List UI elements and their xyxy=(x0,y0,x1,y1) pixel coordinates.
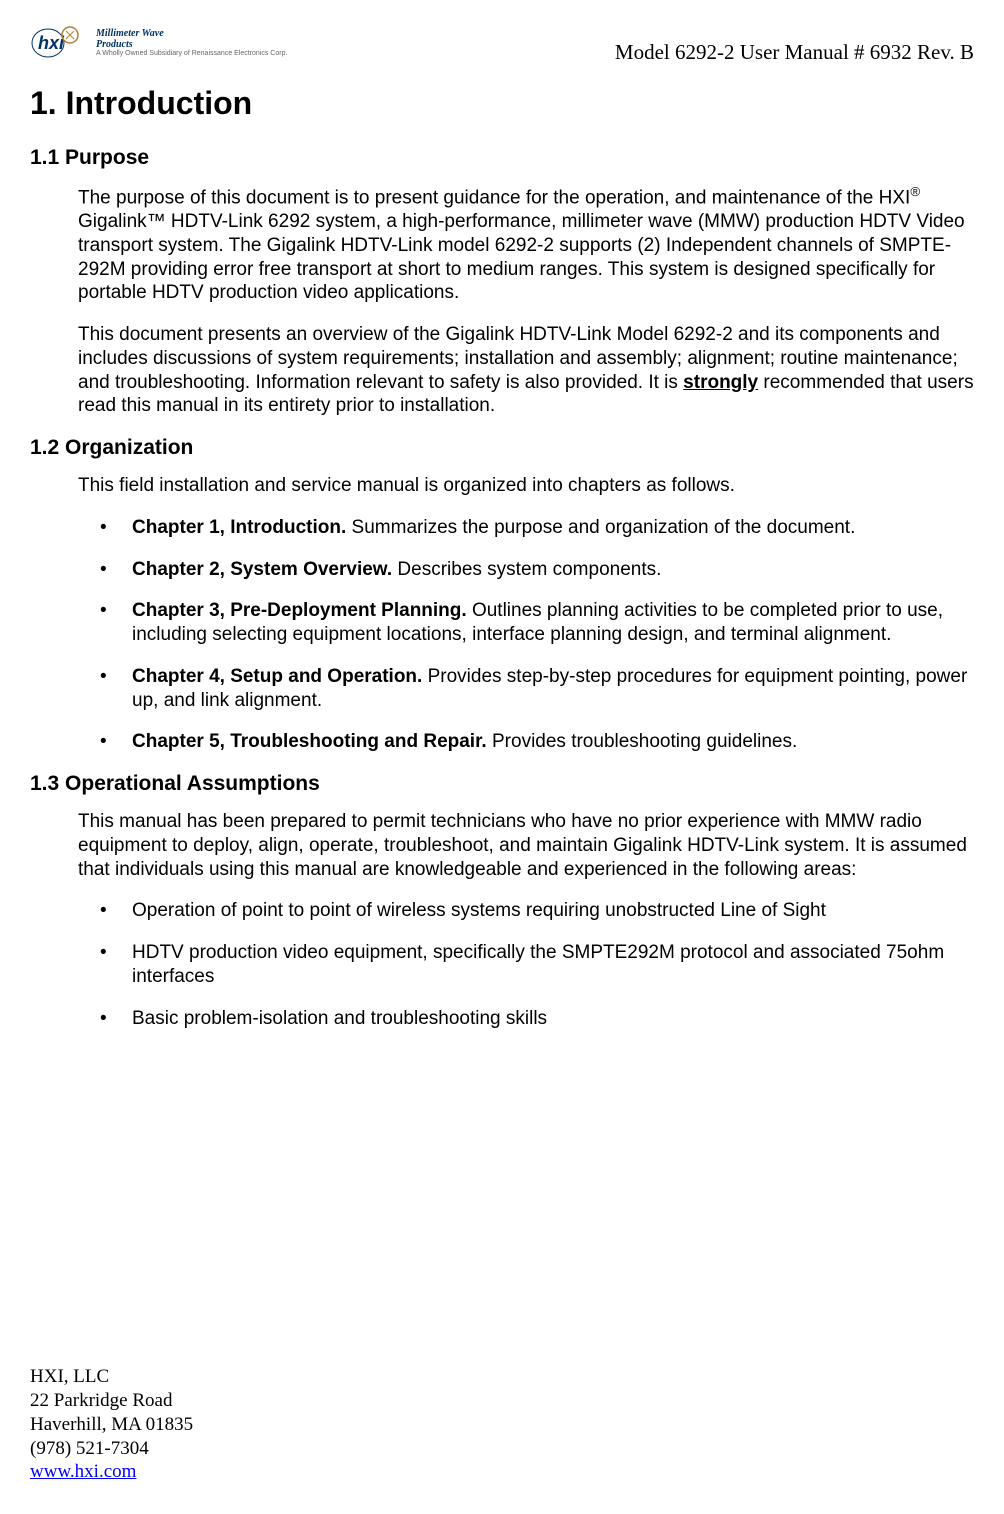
list-item: Chapter 5, Troubleshooting and Repair. P… xyxy=(100,730,974,754)
footer-website-link[interactable]: www.hxi.com xyxy=(30,1461,136,1482)
chapter-label: Chapter 3, Pre-Deployment Planning. xyxy=(132,600,467,621)
footer-address-2: Haverhill, MA 01835 xyxy=(30,1413,193,1437)
list-item: Chapter 4, Setup and Operation. Provides… xyxy=(100,665,974,713)
page-title: 1. Introduction xyxy=(30,85,974,122)
section-organization-heading: 1.2 Organization xyxy=(30,436,974,460)
section-assumptions-heading: 1.3 Operational Assumptions xyxy=(30,772,974,796)
text-fragment: The purpose of this document is to prese… xyxy=(78,187,910,208)
footer-company: HXI, LLC xyxy=(30,1365,193,1389)
chapter-label: Chapter 4, Setup and Operation. xyxy=(132,666,422,687)
logo-subsidiary: A Wholly Owned Subsidiary of Renaissance… xyxy=(96,50,287,57)
section-purpose-heading: 1.1 Purpose xyxy=(30,146,974,170)
footer-address-1: 22 Parkridge Road xyxy=(30,1389,193,1413)
organization-intro: This field installation and service manu… xyxy=(78,474,974,498)
logo-text-block: Millimeter Wave Products A Wholly Owned … xyxy=(96,28,287,57)
assumptions-list: Operation of point to point of wireless … xyxy=(100,899,974,1030)
list-item: Operation of point to point of wireless … xyxy=(100,899,974,923)
footer-phone: (978) 521-7304 xyxy=(30,1437,193,1461)
chapter-label: Chapter 1, Introduction. xyxy=(132,517,346,538)
logo-tagline-2: Products xyxy=(96,39,287,50)
list-item: Chapter 3, Pre-Deployment Planning. Outl… xyxy=(100,599,974,647)
list-item: Basic problem-isolation and troubleshoot… xyxy=(100,1007,974,1031)
chapter-desc: Summarizes the purpose and organization … xyxy=(346,517,855,538)
company-logo: hxi Millimeter Wave Products A Wholly Ow… xyxy=(30,23,287,63)
logo-icon: hxi xyxy=(30,23,90,63)
organization-list: Chapter 1, Introduction. Summarizes the … xyxy=(100,516,974,754)
logo-tagline-1: Millimeter Wave xyxy=(96,28,287,39)
page-footer: HXI, LLC 22 Parkridge Road Haverhill, MA… xyxy=(30,1365,193,1484)
chapter-desc: Describes system components. xyxy=(392,559,661,580)
purpose-paragraph-1: The purpose of this document is to prese… xyxy=(78,184,974,305)
registered-mark: ® xyxy=(910,184,920,199)
chapter-label: Chapter 5, Troubleshooting and Repair. xyxy=(132,731,487,752)
list-item: HDTV production video equipment, specifi… xyxy=(100,941,974,989)
emphasized-text: strongly xyxy=(683,372,758,393)
model-number-header: Model 6292-2 User Manual # 6932 Rev. B xyxy=(615,40,974,65)
chapter-desc: Provides troubleshooting guidelines. xyxy=(487,731,798,752)
chapter-label: Chapter 2, System Overview. xyxy=(132,559,392,580)
list-item: Chapter 2, System Overview. Describes sy… xyxy=(100,558,974,582)
page-header: hxi Millimeter Wave Products A Wholly Ow… xyxy=(30,20,974,65)
text-fragment: Gigalink™ HDTV-Link 6292 system, a high-… xyxy=(78,211,965,303)
purpose-paragraph-2: This document presents an overview of th… xyxy=(78,323,974,418)
assumptions-intro: This manual has been prepared to permit … xyxy=(78,810,974,881)
list-item: Chapter 1, Introduction. Summarizes the … xyxy=(100,516,974,540)
svg-text:hxi: hxi xyxy=(38,33,65,53)
